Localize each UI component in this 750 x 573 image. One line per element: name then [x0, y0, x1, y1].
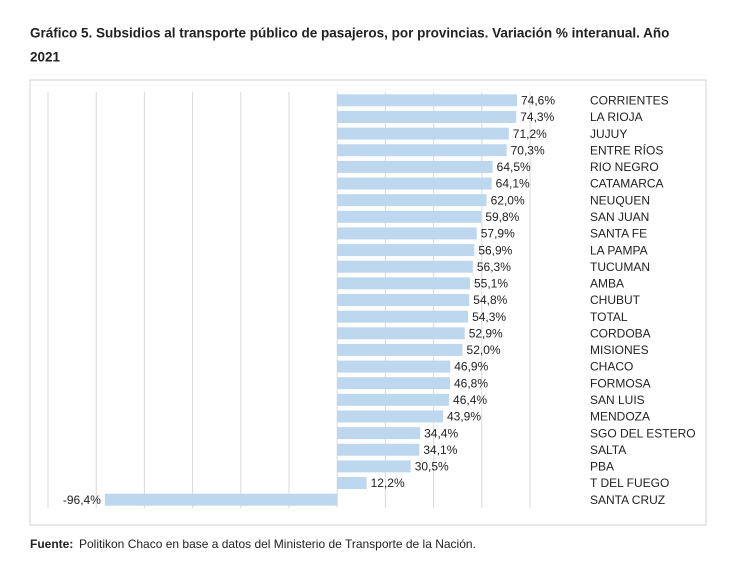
value-label: 54,3%	[472, 310, 506, 324]
bar	[337, 427, 421, 440]
category-label: NEUQUEN	[590, 193, 650, 207]
bar	[337, 194, 487, 207]
bar	[337, 210, 482, 223]
category-label: CORDOBA	[590, 326, 651, 340]
value-label: 56,9%	[478, 243, 512, 257]
bar	[337, 377, 450, 390]
category-label: SALTA	[590, 443, 626, 457]
bar	[337, 244, 475, 257]
bar	[337, 227, 477, 240]
category-label: CHUBUT	[590, 293, 641, 307]
bar	[337, 260, 473, 273]
bar	[104, 493, 338, 506]
bar	[337, 343, 463, 356]
category-label: PBA	[590, 460, 614, 474]
value-label: 12,2%	[371, 476, 405, 490]
bar	[337, 460, 411, 473]
value-label: 46,4%	[453, 393, 487, 407]
bar	[337, 443, 420, 456]
value-label: 62,0%	[491, 193, 525, 207]
category-label: TOTAL	[590, 310, 628, 324]
category-label: SANTA CRUZ	[590, 493, 665, 507]
bar	[337, 127, 509, 140]
value-label: 43,9%	[447, 410, 481, 424]
value-label: 70,3%	[511, 143, 545, 157]
category-label: LA RIOJA	[590, 110, 643, 124]
bar	[337, 144, 507, 157]
bar	[337, 410, 443, 423]
chart-frame	[29, 79, 707, 526]
value-label: 74,3%	[520, 110, 554, 124]
source: Politikon Chaco en base a datos del Mini…	[79, 537, 476, 551]
value-label: 52,0%	[467, 343, 501, 357]
value-label: 52,9%	[469, 326, 503, 340]
value-label: 34,1%	[423, 443, 457, 457]
category-label: CATAMARCA	[590, 177, 664, 191]
bar	[337, 94, 517, 107]
value-label: 59,8%	[485, 210, 519, 224]
category-label: TUCUMAN	[590, 260, 650, 274]
category-label: JUJUY	[590, 127, 627, 141]
value-label: -96,4%	[63, 493, 101, 507]
bar	[337, 110, 517, 123]
chart-title: 2021	[30, 50, 61, 65]
category-label: AMBA	[590, 277, 624, 291]
category-label: SAN JUAN	[590, 210, 649, 224]
category-label: CHACO	[590, 360, 633, 374]
value-label: 46,8%	[454, 376, 488, 390]
value-label: 57,9%	[481, 227, 515, 241]
value-label: 54,8%	[473, 293, 507, 307]
category-label: CORRIENTES	[590, 93, 669, 107]
bar	[337, 310, 469, 323]
value-label: 46,9%	[454, 360, 488, 374]
bar	[337, 294, 470, 306]
value-label: 64,5%	[497, 160, 531, 174]
value-label: 56,3%	[477, 260, 511, 274]
value-label: 55,1%	[474, 277, 508, 291]
bar	[337, 177, 492, 190]
chart-title: Gráfico 5. Subsidios al transporte públi…	[30, 26, 669, 41]
category-label: FORMOSA	[590, 376, 651, 390]
value-label: 64,1%	[496, 177, 530, 191]
bar	[337, 477, 367, 490]
bar	[337, 393, 450, 406]
source-label: Fuente:	[30, 537, 73, 551]
value-label: 71,2%	[513, 127, 547, 141]
category-label: T DEL FUEGO	[590, 476, 669, 490]
category-label: MENDOZA	[590, 410, 650, 424]
bar	[337, 360, 451, 373]
category-label: ENTRE RÍOS	[590, 142, 663, 157]
category-label: SAN LUIS	[590, 393, 645, 407]
bar	[337, 327, 465, 340]
bar	[337, 160, 493, 173]
category-label: MISIONES	[590, 343, 649, 357]
category-label: SGO DEL ESTERO	[590, 426, 696, 440]
value-label: 30,5%	[415, 460, 449, 474]
category-label: LA PAMPA	[590, 243, 648, 257]
category-label: RIO NEGRO	[590, 160, 659, 174]
value-label: 74,6%	[521, 93, 555, 107]
bar	[337, 277, 470, 290]
category-label: SANTA FE	[590, 227, 647, 241]
value-label: 34,4%	[424, 426, 458, 440]
